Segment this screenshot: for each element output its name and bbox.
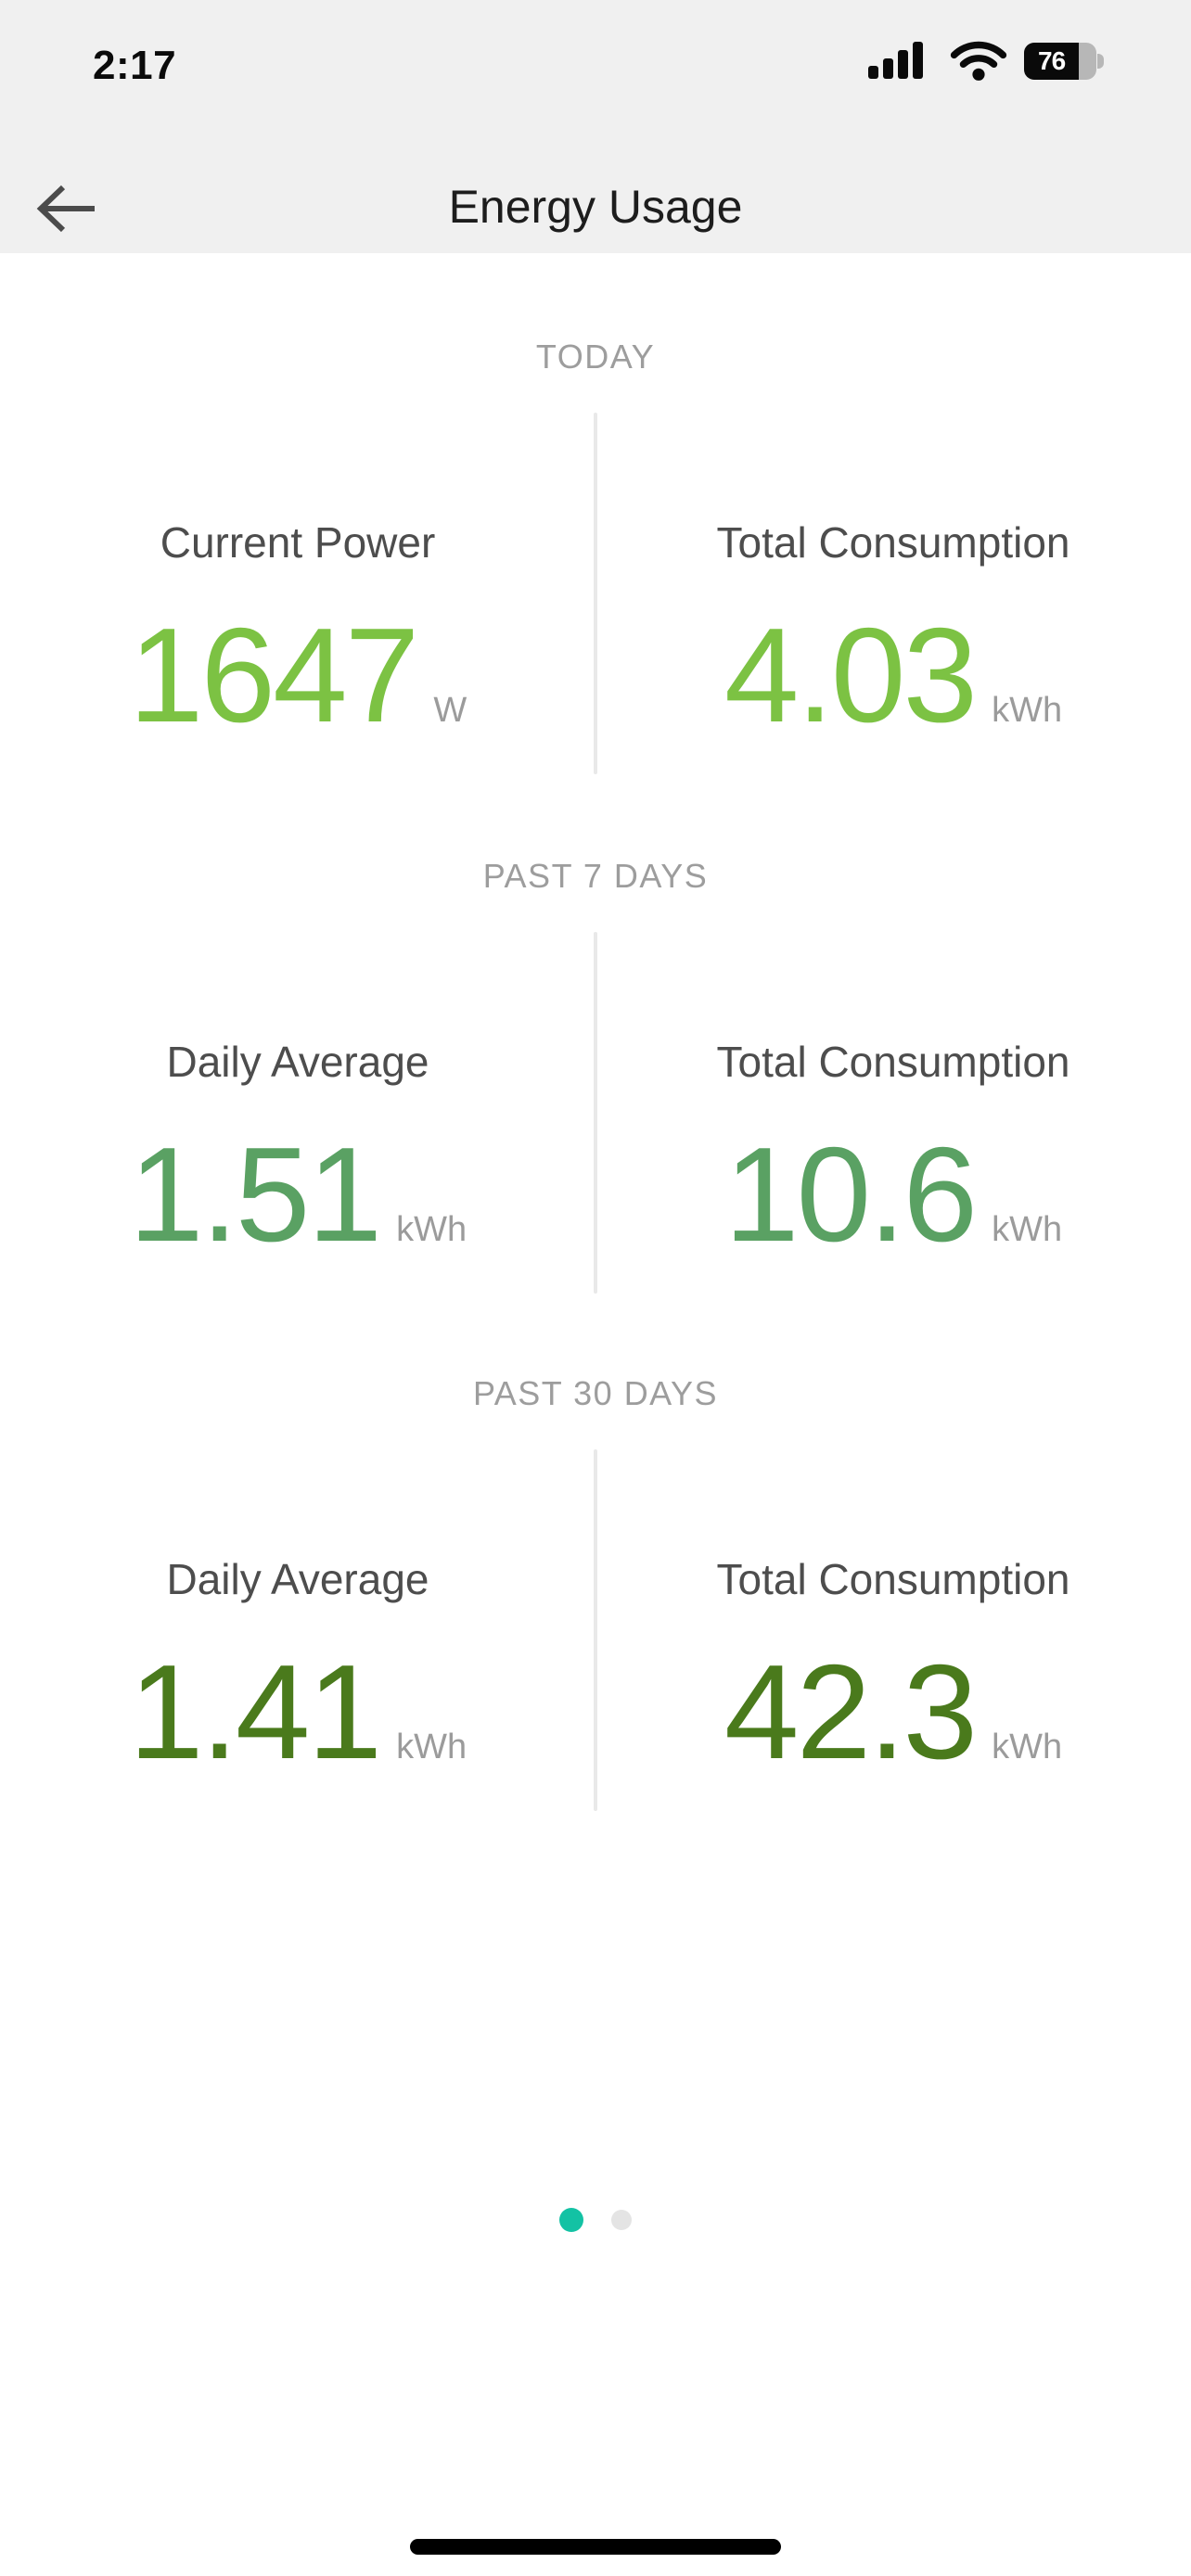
metric-title: Current Power xyxy=(160,518,436,567)
metric-total-consumption-today: Total Consumption 4.03 kWh xyxy=(596,413,1191,774)
top-chrome: 2:17 76 xyxy=(0,0,1191,253)
metric-unit: W xyxy=(433,691,467,730)
battery-icon: 76 xyxy=(1024,43,1104,80)
metric-value-row: 1.41 kWh xyxy=(129,1642,467,1781)
metric-value-row: 10.6 kWh xyxy=(724,1125,1062,1264)
back-arrow-icon xyxy=(36,185,95,233)
metric-value-row: 4.03 kWh xyxy=(724,606,1062,745)
page-dot-active[interactable] xyxy=(559,2208,583,2232)
section-body: Daily Average 1.51 kWh Total Consumption… xyxy=(0,932,1191,1294)
page-indicator xyxy=(0,2208,1191,2232)
back-button[interactable] xyxy=(32,182,100,236)
metric-total-consumption-30d: Total Consumption 42.3 kWh xyxy=(596,1449,1191,1811)
metric-title: Daily Average xyxy=(166,1555,429,1603)
metric-daily-average-7d: Daily Average 1.51 kWh xyxy=(0,932,596,1294)
vertical-divider xyxy=(594,1449,597,1811)
status-icons: 76 xyxy=(868,41,1104,82)
battery-body: 76 xyxy=(1024,43,1096,80)
metric-total-consumption-7d: Total Consumption 10.6 kWh xyxy=(596,932,1191,1294)
metric-title: Total Consumption xyxy=(716,1555,1070,1603)
section-today: TODAY Current Power 1647 W Total Consump… xyxy=(0,337,1191,774)
metric-value-row: 1647 W xyxy=(129,606,467,745)
metric-value-row: 1.51 kWh xyxy=(129,1125,467,1264)
metric-value: 10.6 xyxy=(724,1119,978,1269)
battery-fill: 76 xyxy=(1024,43,1080,80)
metric-title: Total Consumption xyxy=(716,518,1070,567)
status-bar: 2:17 76 xyxy=(0,0,1191,93)
metric-value: 42.3 xyxy=(724,1637,978,1787)
metric-value: 1.51 xyxy=(128,1119,382,1269)
metric-unit: kWh xyxy=(396,1728,467,1766)
section-period-label: PAST 7 DAYS xyxy=(482,857,709,895)
page-dot-inactive[interactable] xyxy=(611,2210,632,2230)
metric-current-power: Current Power 1647 W xyxy=(0,413,596,774)
metric-title: Daily Average xyxy=(166,1038,429,1086)
metric-value-row: 42.3 kWh xyxy=(724,1642,1062,1781)
section-period-label: TODAY xyxy=(535,338,656,376)
cellular-signal-icon xyxy=(868,42,923,79)
nav-bar: Energy Usage xyxy=(0,93,1191,253)
vertical-divider xyxy=(594,413,597,774)
vertical-divider xyxy=(594,932,597,1294)
metric-title: Total Consumption xyxy=(716,1038,1070,1086)
page-title: Energy Usage xyxy=(448,181,743,233)
section-body: Current Power 1647 W Total Consumption 4… xyxy=(0,413,1191,774)
battery-percent-label: 76 xyxy=(1038,46,1066,75)
home-indicator[interactable] xyxy=(410,2539,781,2555)
section-past-30-days: PAST 30 DAYS Daily Average 1.41 kWh Tota… xyxy=(0,1373,1191,1811)
wifi-icon xyxy=(950,41,1007,81)
section-period-label: PAST 30 DAYS xyxy=(472,1374,719,1412)
metric-value: 1.41 xyxy=(128,1637,382,1787)
section-body: Daily Average 1.41 kWh Total Consumption… xyxy=(0,1449,1191,1811)
metric-value: 1647 xyxy=(128,600,420,750)
metric-value: 4.03 xyxy=(724,600,978,750)
status-time: 2:17 xyxy=(93,43,177,88)
metric-unit: kWh xyxy=(992,691,1063,730)
section-past-7-days: PAST 7 DAYS Daily Average 1.51 kWh Total… xyxy=(0,856,1191,1294)
metric-unit: kWh xyxy=(396,1210,467,1249)
metric-unit: kWh xyxy=(992,1728,1063,1766)
metric-daily-average-30d: Daily Average 1.41 kWh xyxy=(0,1449,596,1811)
metric-unit: kWh xyxy=(992,1210,1063,1249)
battery-tip xyxy=(1097,54,1104,69)
